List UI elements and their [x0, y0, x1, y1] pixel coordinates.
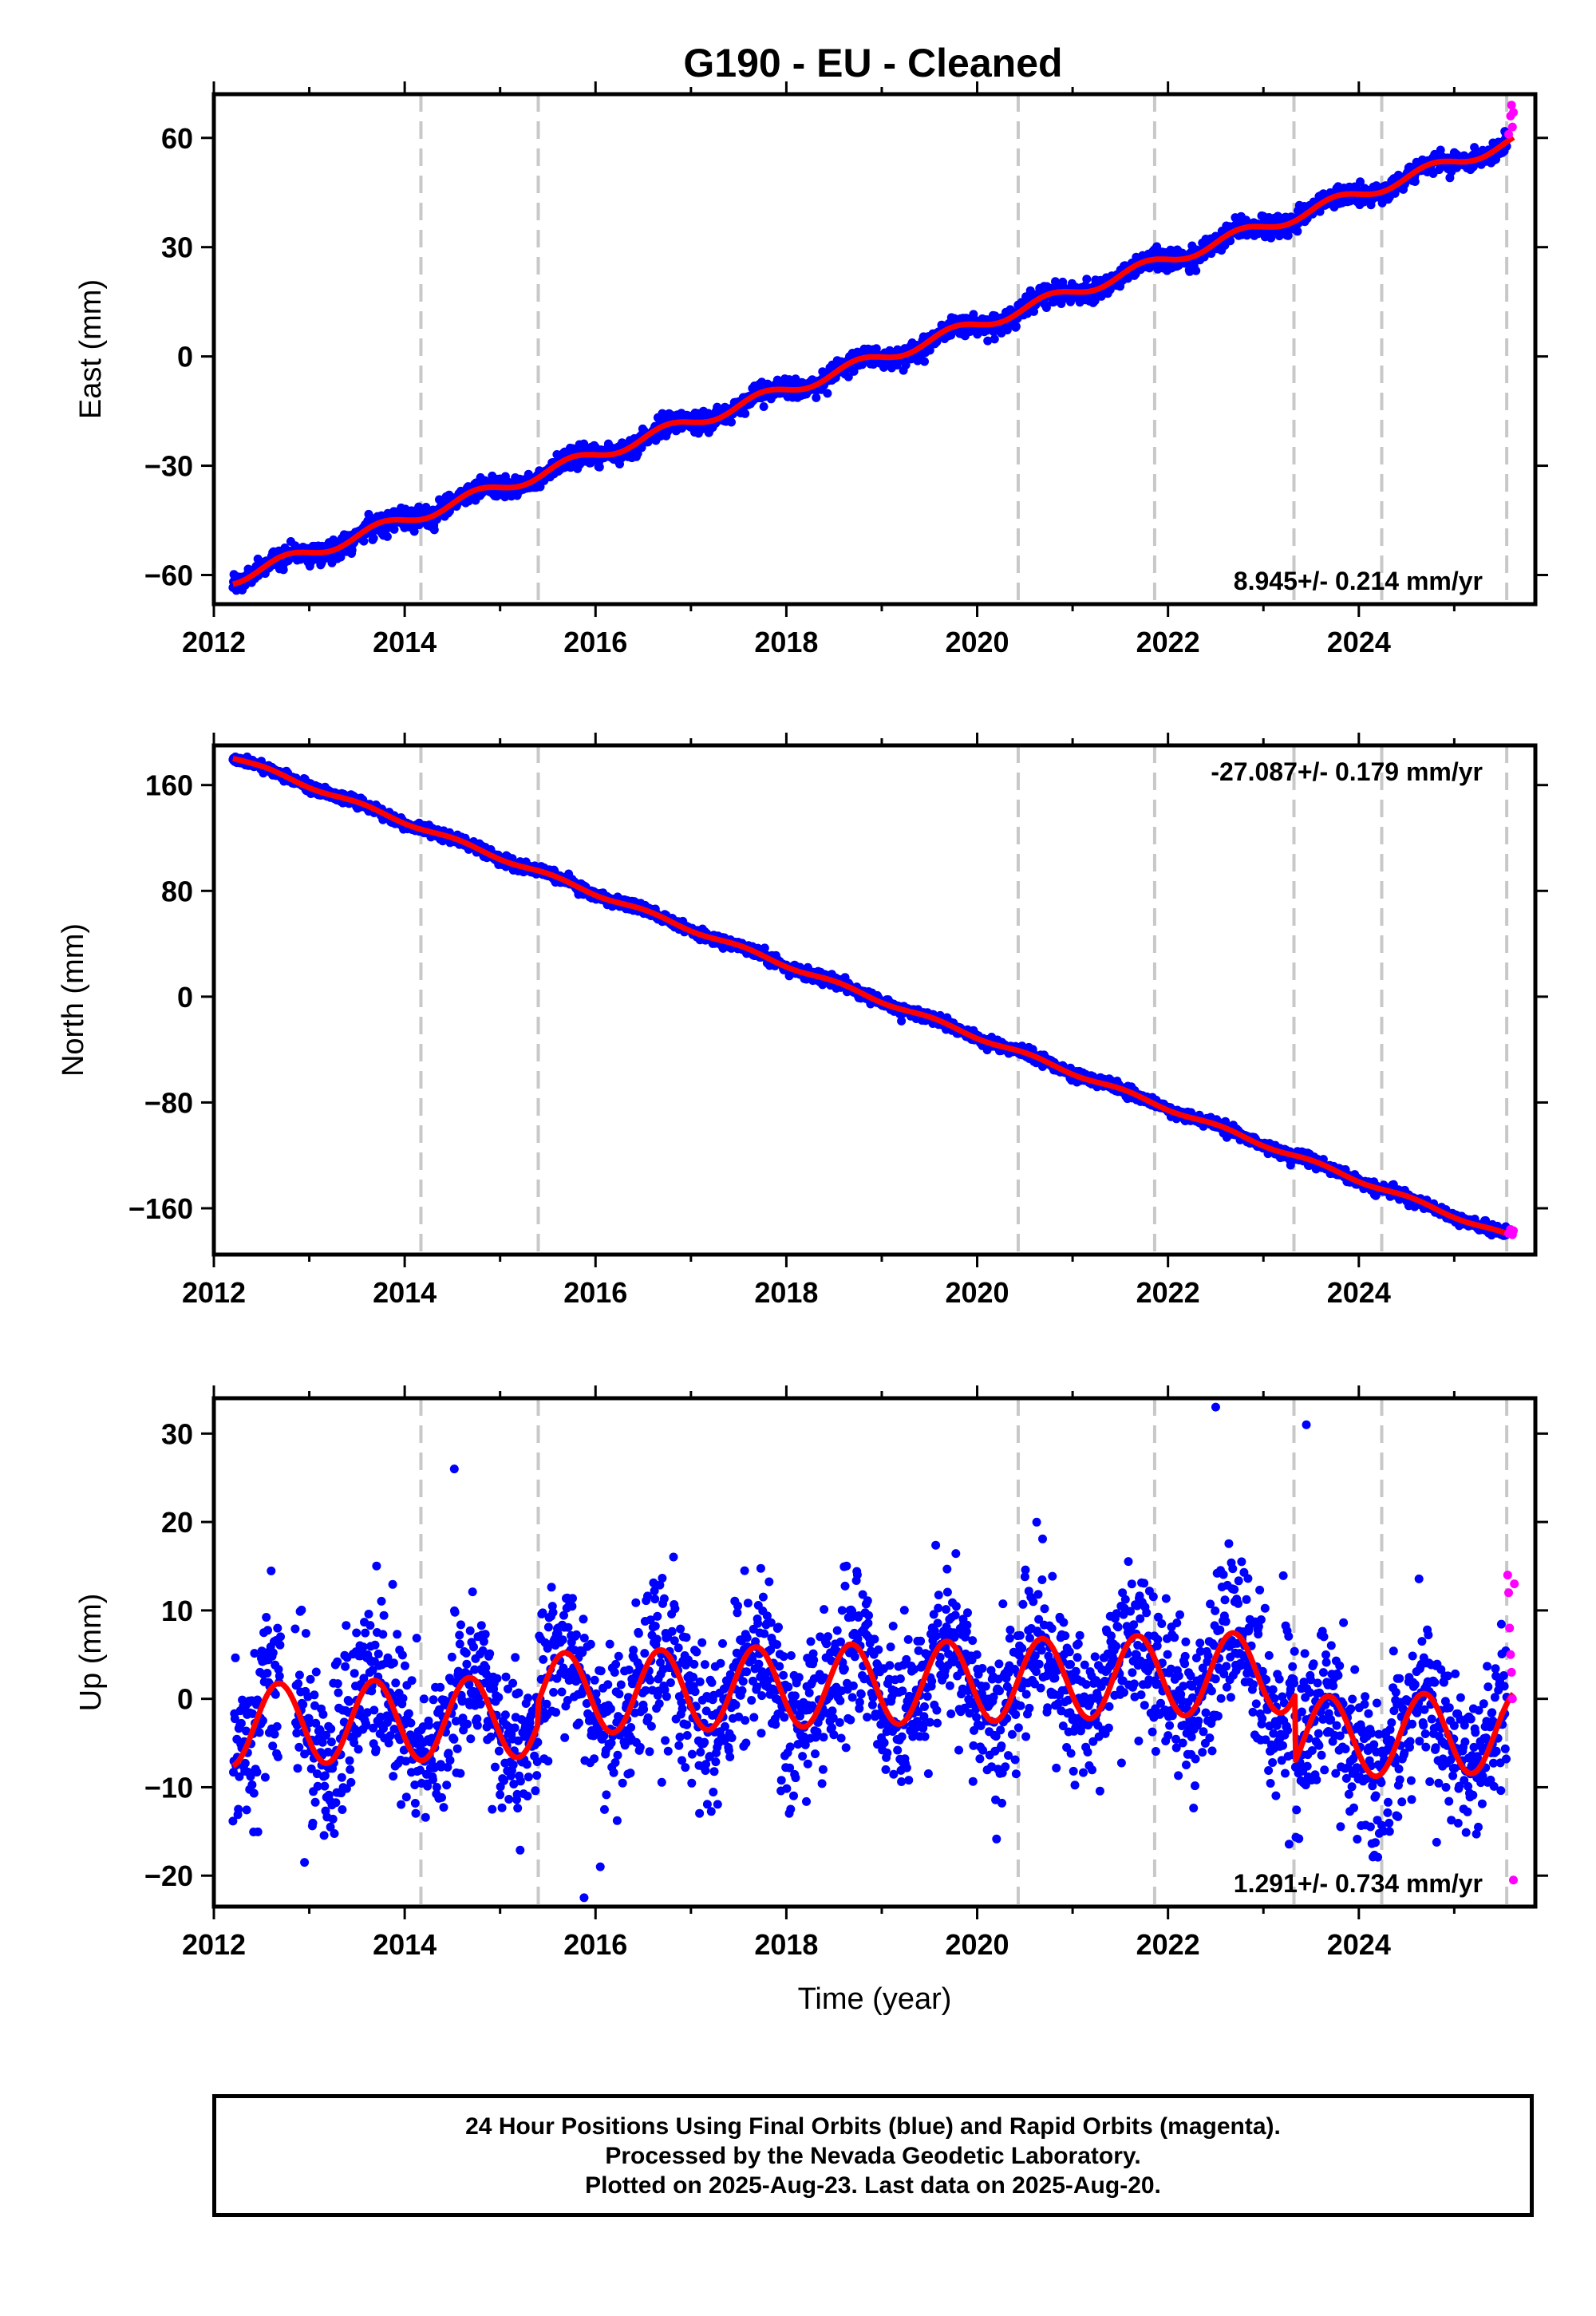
- y-tick-label: 60: [161, 122, 193, 155]
- final-orbit-point: [1436, 145, 1445, 155]
- final-orbit-point: [760, 943, 769, 953]
- y-axis-label: East (mm): [74, 279, 108, 419]
- final-orbit-point: [1191, 266, 1201, 275]
- x-tick-label: 2016: [563, 626, 627, 658]
- final-orbit-points: [228, 127, 1511, 595]
- y-tick-label: −60: [144, 559, 193, 591]
- x-tick-label: 2014: [373, 626, 437, 658]
- rapid-orbit-point: [1504, 129, 1514, 139]
- rapid-orbit-point: [1507, 122, 1517, 132]
- x-tick-label: 2018: [754, 626, 818, 658]
- final-orbit-point: [897, 1016, 907, 1026]
- final-orbit-point: [409, 527, 419, 536]
- final-orbit-point: [823, 389, 832, 398]
- final-orbit-point: [812, 393, 821, 402]
- plot-frame: [211, 92, 1538, 607]
- final-orbit-point: [359, 536, 369, 546]
- final-orbit-point: [1041, 303, 1051, 312]
- final-orbit-point: [369, 533, 378, 543]
- model-fit-line: [231, 135, 1515, 587]
- final-orbit-point: [389, 524, 399, 534]
- x-tick-label: 2024: [1327, 626, 1391, 658]
- final-orbit-point: [579, 439, 589, 449]
- x-tick-label: 2022: [1136, 626, 1200, 658]
- rapid-orbit-point: [1507, 101, 1516, 110]
- east-panel: 2012 2014 2016 2018 2020 2022 2024 −60 −30 0 30 60 E…: [74, 81, 1548, 658]
- final-orbit-point: [1082, 275, 1092, 284]
- final-orbit-point: [727, 417, 736, 427]
- velocity-rate-label: 8.945+/- 0.214 mm/yr: [1234, 567, 1483, 595]
- final-orbit-point: [1315, 207, 1325, 216]
- y-tick-label: −30: [144, 450, 193, 483]
- plot-area: [228, 94, 1518, 604]
- final-orbit-point: [1293, 227, 1302, 236]
- final-orbit-point: [843, 372, 853, 381]
- final-orbit-point: [1283, 231, 1293, 240]
- final-orbit-point: [382, 532, 392, 541]
- y-tick-label: 0: [177, 341, 193, 373]
- figure-title: G190 - EU - Cleaned: [683, 41, 1062, 85]
- final-orbit-point: [920, 357, 929, 366]
- rapid-orbit-point: [1508, 108, 1518, 117]
- final-orbit-point: [336, 552, 346, 562]
- final-orbit-point: [1410, 177, 1420, 186]
- final-orbit-point: [1029, 306, 1038, 316]
- final-orbit-point: [990, 334, 999, 344]
- final-orbit-point: [429, 525, 439, 535]
- final-orbit-point: [595, 462, 604, 472]
- north-panel: 2012 2014 2016 2018 2020 2022 2024−160−8008016…: [57, 733, 1548, 1309]
- final-orbit-point: [279, 565, 288, 575]
- final-orbit-point: [741, 409, 750, 418]
- plot-area: [228, 745, 1518, 1255]
- final-orbit-point: [791, 374, 800, 384]
- final-orbit-point: [849, 366, 859, 376]
- y-tick-label: 30: [161, 231, 193, 264]
- x-tick-label: 2020: [945, 626, 1009, 658]
- final-orbit-point: [925, 346, 934, 355]
- final-orbit-point: [759, 402, 768, 411]
- final-orbit-point: [1011, 322, 1021, 331]
- final-orbit-point: [1356, 177, 1365, 187]
- x-tick-label: 2012: [182, 626, 246, 658]
- final-orbit-point: [637, 443, 646, 453]
- final-orbit-point: [1226, 236, 1235, 246]
- final-orbit-point: [983, 336, 993, 346]
